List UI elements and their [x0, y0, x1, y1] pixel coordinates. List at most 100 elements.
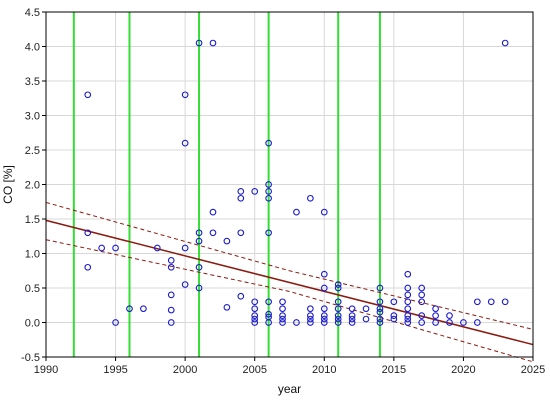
x-axis-title: year	[278, 382, 301, 396]
data-point	[167, 291, 175, 299]
data-point	[181, 244, 189, 252]
y-tick-label: 2.5	[25, 145, 40, 157]
data-point	[98, 244, 106, 252]
x-tick-label: 2020	[451, 364, 475, 376]
data-point	[473, 319, 481, 326]
data-point	[84, 263, 92, 271]
data-point	[265, 298, 272, 306]
data-point	[251, 305, 259, 313]
data-point	[265, 139, 272, 147]
data-point	[251, 188, 259, 195]
data-point	[376, 315, 384, 323]
data-point	[223, 303, 231, 311]
data-point	[446, 319, 453, 326]
y-tick-label: 2.0	[25, 180, 40, 192]
data-point	[418, 284, 426, 292]
data-point	[418, 319, 426, 326]
data-point	[348, 315, 356, 323]
data-point	[334, 281, 342, 288]
data-point	[223, 237, 231, 245]
data-point	[195, 263, 203, 271]
data-point	[167, 257, 175, 264]
data-point	[404, 284, 412, 292]
data-point	[334, 284, 342, 292]
data-point	[432, 312, 439, 319]
confidence-band-upper	[45, 201, 534, 330]
x-tick-label: 1995	[103, 364, 127, 376]
data-point	[376, 284, 384, 292]
x-tick-label: 1990	[34, 364, 58, 376]
data-point	[487, 298, 495, 306]
data-point	[251, 315, 259, 323]
data-point	[446, 312, 453, 319]
data-point	[362, 305, 370, 313]
data-point	[167, 319, 175, 326]
data-point	[167, 306, 175, 314]
data-point	[307, 315, 314, 323]
data-point	[348, 305, 356, 313]
data-point	[320, 312, 328, 319]
data-point	[279, 312, 286, 319]
data-point	[376, 305, 384, 313]
data-point	[404, 291, 412, 299]
x-tick-label: 2005	[242, 364, 266, 376]
x-ticks: 1990 1995 2000 2005 2010 2015 2020 2025	[34, 357, 545, 376]
data-point	[265, 229, 272, 237]
data-point	[84, 229, 92, 237]
data-point	[265, 181, 272, 188]
data-point	[181, 91, 189, 99]
data-point	[279, 315, 286, 323]
data-point	[307, 312, 314, 319]
data-point	[501, 298, 509, 306]
data-point	[251, 312, 259, 319]
data-point	[265, 319, 272, 326]
data-point	[404, 305, 412, 313]
data-point	[460, 319, 467, 326]
data-point	[140, 305, 147, 313]
data-point	[195, 237, 203, 245]
data-point	[418, 312, 426, 319]
data-point	[293, 208, 300, 216]
data-points	[84, 39, 509, 326]
data-point	[473, 298, 481, 306]
data-point	[376, 308, 384, 316]
confidence-band	[45, 201, 534, 363]
y-axis-title: CO [%]	[1, 165, 15, 204]
data-point	[265, 310, 272, 318]
x-tick-label: 2010	[312, 364, 336, 376]
data-point	[209, 208, 217, 216]
data-point	[404, 298, 412, 306]
data-point	[112, 319, 119, 326]
data-point	[404, 315, 412, 323]
data-point	[237, 229, 245, 237]
data-point	[293, 319, 300, 326]
y-tick-label: 0.0	[25, 318, 40, 330]
data-point	[390, 298, 398, 306]
data-point	[251, 298, 259, 306]
data-point	[279, 319, 286, 326]
data-point	[404, 312, 412, 319]
data-point	[307, 194, 314, 202]
data-point	[376, 319, 384, 326]
data-point	[348, 319, 356, 326]
data-point	[279, 298, 286, 306]
data-point	[334, 298, 342, 306]
y-tick-label: 0.5	[25, 283, 40, 295]
y-tick-label: 4.0	[25, 42, 40, 54]
data-point	[390, 312, 398, 319]
data-point	[126, 305, 133, 313]
data-point	[320, 305, 328, 313]
y-tick-label: 1.0	[25, 249, 40, 261]
grid	[45, 11, 534, 358]
data-point	[334, 312, 342, 319]
data-point	[237, 188, 245, 195]
data-point	[167, 263, 175, 271]
data-point	[251, 319, 259, 326]
data-point	[501, 39, 509, 47]
data-point	[181, 281, 189, 288]
data-point	[237, 292, 245, 300]
y-tick-label: 3.5	[25, 76, 40, 88]
data-point	[153, 244, 161, 252]
